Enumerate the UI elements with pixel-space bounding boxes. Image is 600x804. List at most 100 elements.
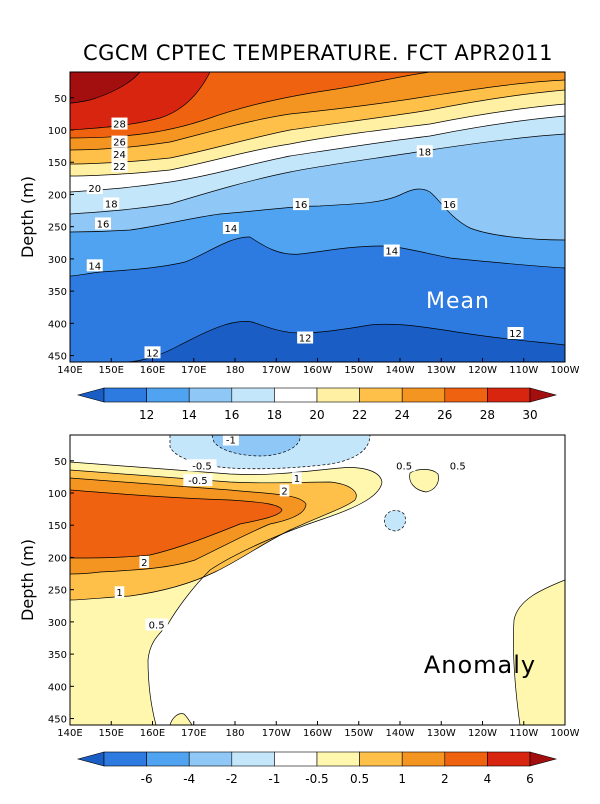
- mean-colorbar-label: 22: [352, 408, 367, 422]
- anomaly-colorbar-segment: [316, 751, 360, 767]
- anomaly-contour-label: 2: [281, 486, 287, 497]
- anomaly-contour-label: 0.5: [450, 461, 466, 472]
- anomaly-x-tick-label: 120W: [468, 728, 497, 739]
- anomaly-x-tick-label: 160E: [140, 728, 165, 739]
- anomaly-colorbar-label: 0.5: [350, 772, 369, 786]
- mean-y-tick-label: 400: [48, 319, 67, 330]
- mean-contour-label-bg: [111, 135, 128, 148]
- mean-y-tick-label: 350: [48, 287, 67, 298]
- anomaly-contour-label-bg: [279, 484, 290, 497]
- mean-y-tick-label: 50: [54, 94, 67, 105]
- anomaly-contour-label: 1: [116, 588, 122, 599]
- anomaly-colorbar-segment: [274, 751, 318, 767]
- mean-contour-label: 12: [146, 348, 159, 359]
- mean-contour-label: 14: [385, 247, 398, 258]
- anomaly-x-axis: 140E 150E 160E 170E 180 170W 160W 150W 140W 130W 1…: [57, 721, 580, 739]
- mean-colorbar-high-triangle: [529, 387, 558, 403]
- mean-contour-label: 24: [113, 150, 126, 161]
- mean-contour-label-bg: [86, 182, 103, 194]
- anomaly-colorbar-label: -1: [268, 772, 280, 786]
- anomaly-contour-label: 0.5: [396, 461, 412, 472]
- mean-contour-label: 12: [299, 334, 312, 345]
- mean-colorbar-segment: [146, 387, 190, 403]
- mean-colorbar-label: 20: [309, 408, 324, 422]
- anomaly-colorbar-low-triangle: [76, 751, 105, 767]
- mean-y-tick-label: 100: [48, 126, 67, 137]
- mean-contour-label-bg: [222, 221, 239, 234]
- mean-contour-label-bg: [111, 160, 128, 173]
- anomaly-contour-label-bg: [292, 472, 302, 485]
- anomaly-negative-contours: [169, 435, 406, 532]
- anomaly-colorbar-label: 6: [526, 772, 534, 786]
- mean-y-tick-label: 450: [48, 352, 67, 363]
- mean-colorbar-label: 14: [182, 408, 197, 422]
- mean-contour-label: 16: [443, 200, 456, 211]
- anomaly-band-0-5-patch: [409, 469, 439, 492]
- anomaly-y-tick-label: 400: [48, 682, 67, 693]
- mean-colorbar-segment: [103, 387, 147, 403]
- anomaly-x-tick-label: 170E: [181, 728, 206, 739]
- mean-colorbar-segment: [188, 387, 233, 403]
- anomaly-contour-label: -0.5: [192, 461, 212, 472]
- mean-colorbar-segment: [444, 387, 488, 403]
- anomaly-contour-label: 2: [141, 558, 147, 569]
- mean-colorbar-segment: [401, 387, 446, 403]
- anomaly-colorbar: -6 -4 -2 -1 -0.5 0.5 1 2 4 6: [76, 751, 558, 786]
- anomaly-colorbar-label: 4: [484, 772, 492, 786]
- mean-contour-label: 18: [418, 147, 431, 158]
- anomaly-colorbar-label: 2: [441, 772, 449, 786]
- anomaly-x-tick-label: 160W: [303, 728, 332, 739]
- mean-contour-label: 12: [509, 329, 522, 340]
- anomaly-contour-label-bg: [114, 586, 125, 599]
- anomaly-contour-label: -0.5: [188, 476, 208, 487]
- mean-x-tick-label: 170E: [181, 365, 206, 376]
- anomaly-x-tick-label: 150E: [99, 728, 124, 739]
- mean-panel-label: Mean: [426, 289, 490, 314]
- anomaly-colorbar-segment: [103, 751, 147, 767]
- anomaly-colorbar-high-triangle: [529, 751, 558, 767]
- mean-colorbar-label: 16: [224, 408, 239, 422]
- mean-band-34: [70, 72, 140, 103]
- mean-contour-label-bg: [441, 198, 458, 211]
- anomaly-contour-label-bg: [139, 555, 149, 568]
- mean-contour-label-bg: [103, 197, 120, 210]
- mean-x-tick-label: 170W: [262, 365, 291, 376]
- mean-colorbar-segment: [487, 387, 531, 403]
- mean-colorbar-label: 18: [267, 408, 282, 422]
- mean-contour-label-bg: [507, 327, 524, 339]
- anomaly-contour-label-bg: [183, 474, 213, 487]
- mean-colorbar-label: 26: [437, 408, 452, 422]
- mean-y-tick-label: 250: [48, 223, 67, 234]
- mean-y-tick-label: 300: [48, 255, 67, 266]
- mean-colorbar-segment: [316, 387, 360, 403]
- mean-y-tick-label: 200: [48, 190, 67, 201]
- mean-contour-label-bg: [95, 217, 111, 230]
- anomaly-y-tick-label: 350: [48, 650, 67, 661]
- mean-x-tick-label: 140E: [57, 365, 82, 376]
- mean-colorbar-segment: [231, 387, 275, 403]
- mean-contour-label: 26: [113, 138, 126, 149]
- mean-contour-label: 20: [88, 184, 101, 195]
- mean-x-tick-label: 150E: [99, 365, 124, 376]
- mean-x-tick-label: 100W: [551, 365, 580, 376]
- anomaly-contour-label-bg: [392, 459, 416, 472]
- mean-x-tick-label: 110W: [509, 365, 538, 376]
- mean-contour-label-bg: [297, 331, 314, 344]
- anomaly-colorbar-segment: [444, 751, 488, 767]
- figure-title: CGCM CPTEC TEMPERATURE. FCT APR2011: [83, 41, 553, 65]
- mean-colorbar-low-triangle: [76, 387, 105, 403]
- mean-contour-label-bg: [383, 244, 400, 257]
- mean-colorbar-label: 12: [139, 408, 154, 422]
- mean-colorbar-segment: [359, 387, 403, 403]
- mean-colorbar-label: 28: [480, 408, 495, 422]
- anomaly-colorbar-segment: [146, 751, 190, 767]
- anomaly-band-4: [70, 490, 282, 558]
- anomaly-y-tick-label: 150: [48, 521, 67, 532]
- anomaly-colorbar-segment: [188, 751, 233, 767]
- mean-x-tick-label: 130W: [427, 365, 456, 376]
- mean-colorbar: 12 14 16 18 20 22 24 26 28 30: [76, 387, 558, 422]
- mean-contour-label-bg: [111, 147, 128, 160]
- anomaly-y-axis-label: Depth (m): [18, 539, 37, 621]
